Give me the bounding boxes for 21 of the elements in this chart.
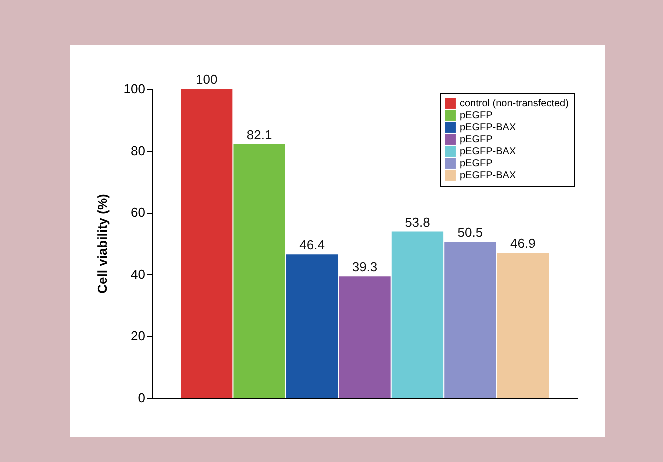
y-tick-label: 60 (131, 205, 146, 220)
data-label: 46.4 (300, 238, 325, 253)
y-tick-label: 20 (131, 328, 146, 344)
y-tick-label: 80 (131, 143, 146, 158)
legend-label: control (non-transfected) (460, 98, 569, 110)
legend-label: pEGFP-BAX (460, 146, 516, 158)
data-label: 46.9 (510, 236, 536, 252)
data-label: 50.5 (458, 224, 484, 240)
legend-label: pEGFP (460, 110, 494, 122)
legend-label: pEGFP (460, 134, 494, 146)
y-tick-label: 40 (131, 266, 146, 282)
legend-label: pEGFP-BAX (460, 122, 516, 134)
data-label: 100 (196, 72, 218, 87)
legend-label: pEGFP-BAX (460, 170, 516, 182)
y-tick-label: 100 (124, 82, 146, 96)
data-label: 53.8 (405, 214, 430, 230)
y-axis-title: Cell viability (%) (94, 194, 110, 294)
data-label: 39.3 (352, 260, 378, 275)
y-tick-label: 0 (138, 390, 146, 406)
data-label: 82.1 (246, 127, 272, 142)
legend-label: pEGFP (460, 158, 494, 170)
